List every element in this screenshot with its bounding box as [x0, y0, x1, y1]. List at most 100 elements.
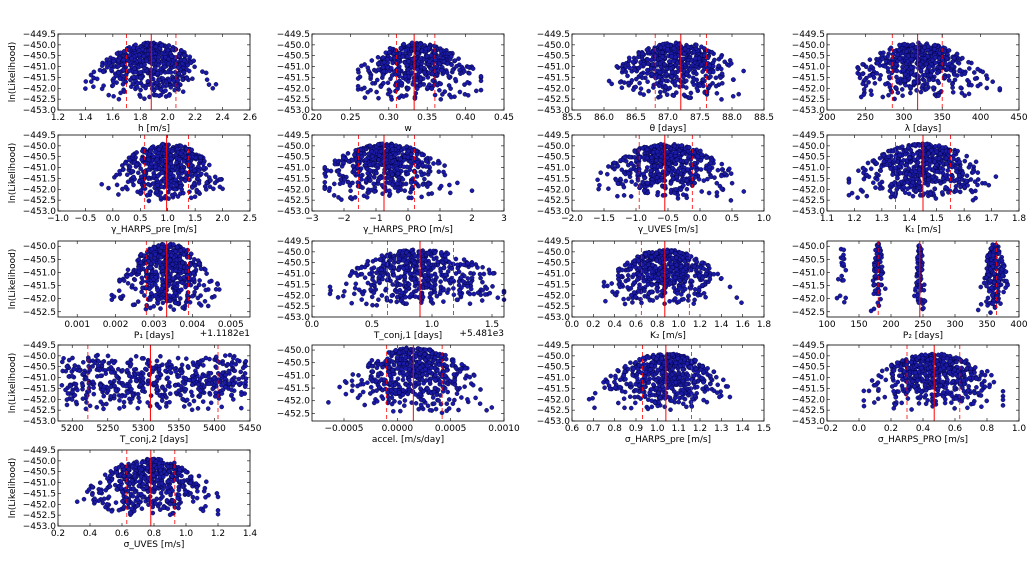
y-tick-label: −450.5 — [23, 52, 56, 62]
data-point — [399, 80, 405, 86]
x-tick-label: −1.5 — [593, 214, 615, 224]
data-point — [189, 147, 194, 153]
data-point — [875, 177, 880, 182]
data-point — [158, 87, 164, 92]
data-point — [376, 95, 381, 101]
data-point — [673, 54, 678, 60]
data-point — [428, 53, 434, 58]
data-point — [655, 192, 660, 198]
data-point — [906, 191, 912, 197]
data-point — [178, 180, 183, 186]
data-point — [702, 52, 707, 58]
data-point — [466, 64, 472, 70]
data-point — [129, 179, 135, 184]
data-point — [448, 94, 454, 100]
data-point — [878, 168, 884, 173]
data-point — [967, 66, 972, 71]
data-point — [121, 67, 126, 73]
data-point — [465, 80, 470, 85]
data-point — [970, 169, 976, 175]
data-point — [896, 181, 902, 187]
data-point — [156, 146, 162, 152]
data-point — [706, 84, 712, 90]
x-axis-label: P₁ [days] — [134, 331, 174, 341]
y-tick-label: −450.5 — [277, 52, 310, 62]
data-point — [148, 148, 153, 154]
data-point — [402, 73, 408, 79]
x-tick-label: 87.5 — [690, 113, 710, 123]
data-point — [398, 45, 404, 51]
data-point — [718, 75, 723, 80]
data-point — [171, 78, 177, 84]
data-point — [363, 157, 369, 162]
data-point — [367, 143, 373, 149]
data-point — [915, 156, 921, 161]
data-point — [932, 159, 937, 164]
y-tick-label: −452.0 — [23, 84, 57, 94]
data-point — [117, 168, 122, 174]
data-point — [719, 97, 724, 102]
data-point — [872, 81, 878, 86]
data-point — [447, 182, 452, 188]
data-point — [621, 193, 627, 198]
data-point — [170, 276, 176, 282]
data-point — [185, 247, 190, 253]
data-point — [615, 181, 621, 186]
data-point — [116, 58, 121, 63]
data-point — [325, 168, 330, 173]
data-point — [688, 90, 694, 96]
x-tick-label: 0.0 — [693, 214, 708, 224]
data-point — [631, 87, 636, 92]
data-point — [701, 178, 707, 183]
data-point — [171, 242, 176, 247]
data-point — [864, 172, 870, 178]
data-point — [658, 61, 663, 66]
data-point — [625, 80, 631, 86]
data-point — [623, 178, 629, 184]
data-point — [698, 158, 704, 163]
data-point — [144, 42, 149, 48]
data-point — [696, 176, 702, 182]
data-point — [890, 148, 896, 154]
x-tick-label: 1.0 — [757, 214, 772, 224]
data-point — [933, 143, 938, 149]
data-point — [927, 165, 932, 171]
data-point — [180, 305, 185, 310]
data-point — [645, 67, 650, 73]
x-tick-label: 1.2 — [847, 214, 861, 224]
data-point — [907, 172, 913, 177]
data-point — [152, 65, 158, 71]
data-point — [375, 142, 381, 147]
data-point — [932, 186, 938, 192]
data-point — [916, 185, 922, 190]
data-point — [393, 152, 398, 157]
data-point — [187, 177, 192, 183]
data-point — [371, 174, 377, 180]
y-tick-label: −451.5 — [277, 174, 310, 184]
data-point — [364, 194, 370, 200]
x-tick-label: 1.4 — [902, 214, 917, 224]
data-point — [949, 63, 955, 69]
y-tick-label: −451.0 — [277, 63, 311, 73]
data-point — [188, 60, 194, 66]
y-tick-label: −451.5 — [23, 282, 56, 292]
data-point — [388, 94, 394, 100]
data-point — [193, 172, 199, 178]
data-point — [409, 195, 414, 201]
data-point — [951, 55, 957, 61]
data-point — [728, 171, 734, 176]
data-point — [598, 170, 604, 175]
data-point — [453, 76, 458, 82]
data-point — [951, 156, 957, 162]
x-tick-label: 400 — [972, 113, 989, 123]
data-point — [970, 189, 975, 195]
data-point — [190, 270, 196, 276]
data-point — [679, 143, 685, 148]
data-point — [930, 174, 936, 180]
data-point — [352, 152, 357, 158]
data-point — [155, 71, 160, 76]
y-tick-label: −452.5 — [792, 95, 825, 105]
data-point — [648, 168, 654, 173]
data-point — [973, 159, 979, 165]
data-point — [154, 177, 159, 182]
